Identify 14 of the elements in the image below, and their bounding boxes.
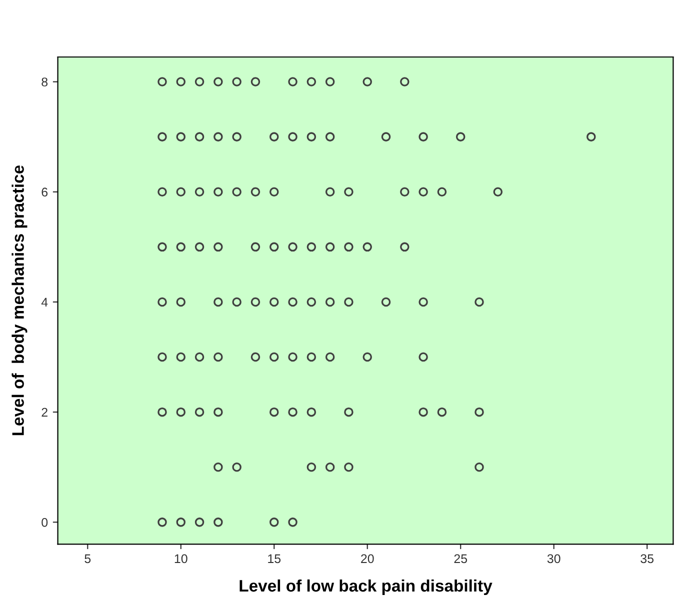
y-tick-label: 8	[42, 78, 48, 86]
x-tick-label: 20	[361, 554, 374, 564]
x-tick-label: 15	[268, 554, 281, 564]
y-tick-label: 2	[42, 408, 48, 417]
x-axis-title: Level of low back pain disability	[240, 579, 492, 595]
x-tick-label: 30	[547, 554, 560, 564]
y-axis-title: Level of body mechanics practice	[12, 165, 28, 436]
y-tick-label: 6	[42, 188, 48, 197]
x-tick-label: 5	[84, 554, 91, 564]
y-tick-label: 4	[41, 298, 48, 307]
x-tick-label: 35	[640, 554, 654, 564]
x-tick-label: 10	[174, 554, 188, 564]
x-tick-label: 25	[454, 554, 468, 564]
y-tick-label: 0	[42, 518, 48, 527]
